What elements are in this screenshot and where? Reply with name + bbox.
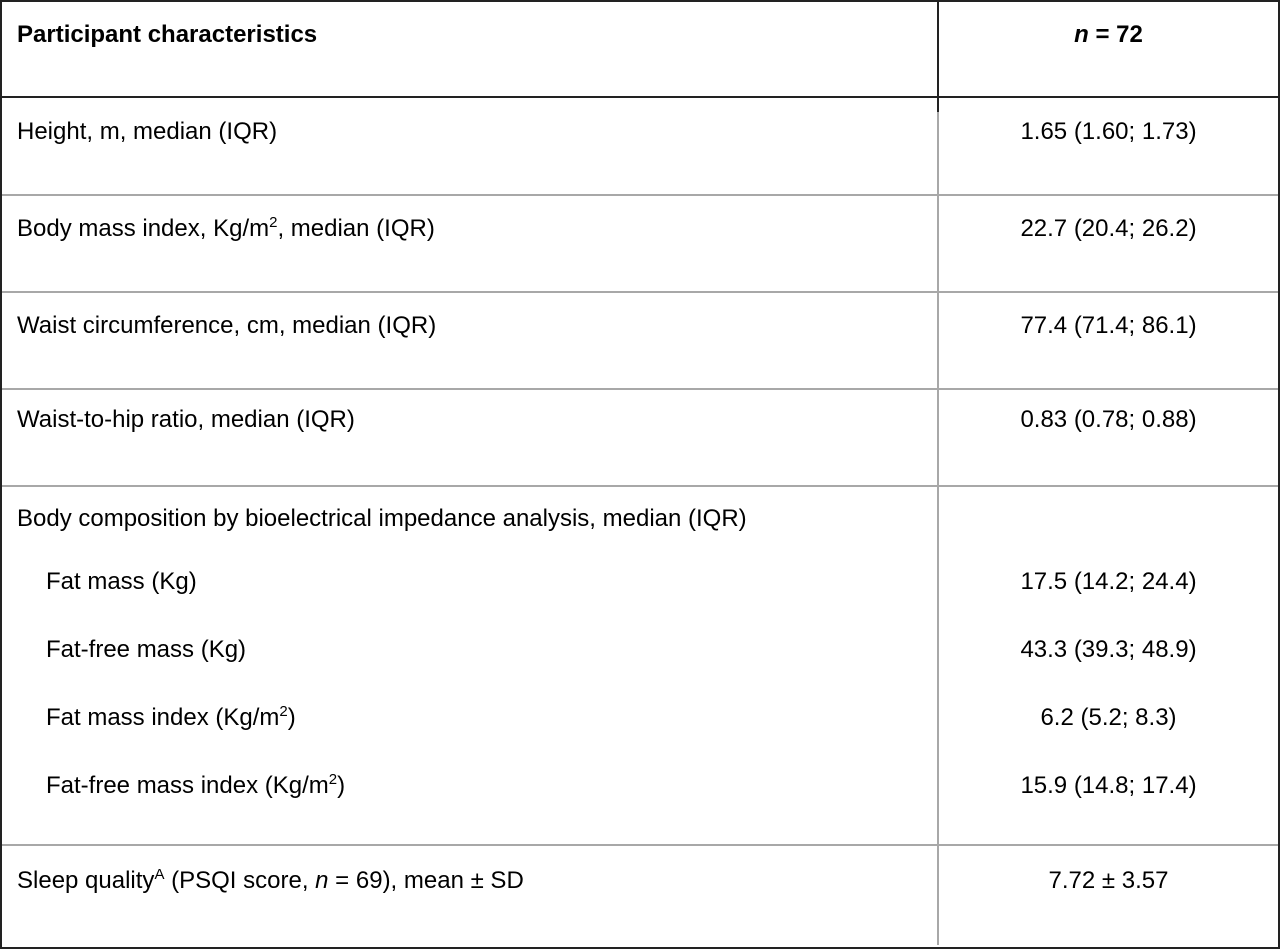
header-rule — [2, 96, 1278, 98]
header-text: Participant characteristics — [17, 21, 318, 48]
row-rule — [2, 194, 1278, 196]
header-column-divider — [937, 2, 939, 112]
label-text: Fat-free mass (Kg) — [46, 636, 247, 663]
row-value: 7.72 ± 3.57 — [1048, 867, 1169, 894]
label-superscript: 2 — [269, 214, 278, 231]
row-rule — [2, 388, 1278, 390]
row-label: Height, m, median (IQR) — [17, 118, 277, 146]
row-label: Waist circumference, cm, median (IQR) — [17, 312, 436, 340]
label-text: Waist circumference, cm, median (IQR) — [17, 312, 437, 339]
row-value: 77.4 (71.4; 86.1) — [1020, 312, 1197, 339]
header-cell: n = 72 — [939, 21, 1278, 49]
label-text: (PSQI score, — [164, 867, 316, 894]
row-value: 1.65 (1.60; 1.73) — [1020, 118, 1197, 145]
column-divider — [937, 2, 939, 945]
label-superscript: A — [154, 866, 165, 883]
row-rule — [2, 844, 1278, 846]
label-text: n — [315, 867, 329, 894]
row-value: 6.2 (5.2; 8.3) — [1040, 704, 1177, 731]
label-text: Sleep quality — [17, 867, 155, 894]
row-label: Waist-to-hip ratio, median (IQR) — [17, 406, 355, 434]
row-label: Fat-free mass (Kg) — [46, 636, 246, 664]
row-value: 43.3 (39.3; 48.9) — [1020, 636, 1197, 663]
row-value: 17.5 (14.2; 24.4) — [1020, 568, 1197, 595]
label-text: Fat mass (Kg) — [46, 568, 197, 595]
group-label: Body composition by bioelectrical impeda… — [17, 505, 747, 532]
label-text: = 69), mean ± SD — [328, 867, 524, 894]
row-value: 0.83 (0.78; 0.88) — [1020, 406, 1197, 433]
label-superscript: 2 — [279, 703, 288, 720]
label-superscript: 2 — [328, 771, 338, 788]
label-text: Height, m, median (IQR) — [17, 118, 278, 145]
label-text: , median (IQR) — [277, 215, 435, 242]
header-text: n — [1074, 21, 1089, 48]
row-label: Fat mass index (Kg/m2) — [46, 704, 296, 732]
label-text: Body mass index, Kg/m — [17, 215, 270, 242]
label-text: Waist-to-hip ratio, median (IQR) — [17, 406, 355, 433]
row-label: Fat-free mass index (Kg/m2) — [46, 772, 345, 800]
label-text: ) — [287, 704, 296, 731]
row-rule — [2, 485, 1278, 487]
row-label: Body mass index, Kg/m2, median (IQR) — [17, 215, 435, 243]
row-label: Sleep qualityA (PSQI score, n = 69), mea… — [17, 867, 524, 895]
label-text: Fat-free mass index (Kg/m — [46, 772, 329, 799]
label-text: Fat mass index (Kg/m — [46, 704, 280, 731]
row-value: 15.9 (14.8; 17.4) — [1020, 772, 1197, 799]
row-value: 22.7 (20.4; 26.2) — [1020, 215, 1197, 242]
row-rule — [2, 291, 1278, 293]
header-text: = 72 — [1088, 21, 1143, 48]
header-cell: Participant characteristics — [17, 21, 317, 49]
row-label: Fat mass (Kg) — [46, 568, 197, 596]
label-text: ) — [337, 772, 346, 799]
